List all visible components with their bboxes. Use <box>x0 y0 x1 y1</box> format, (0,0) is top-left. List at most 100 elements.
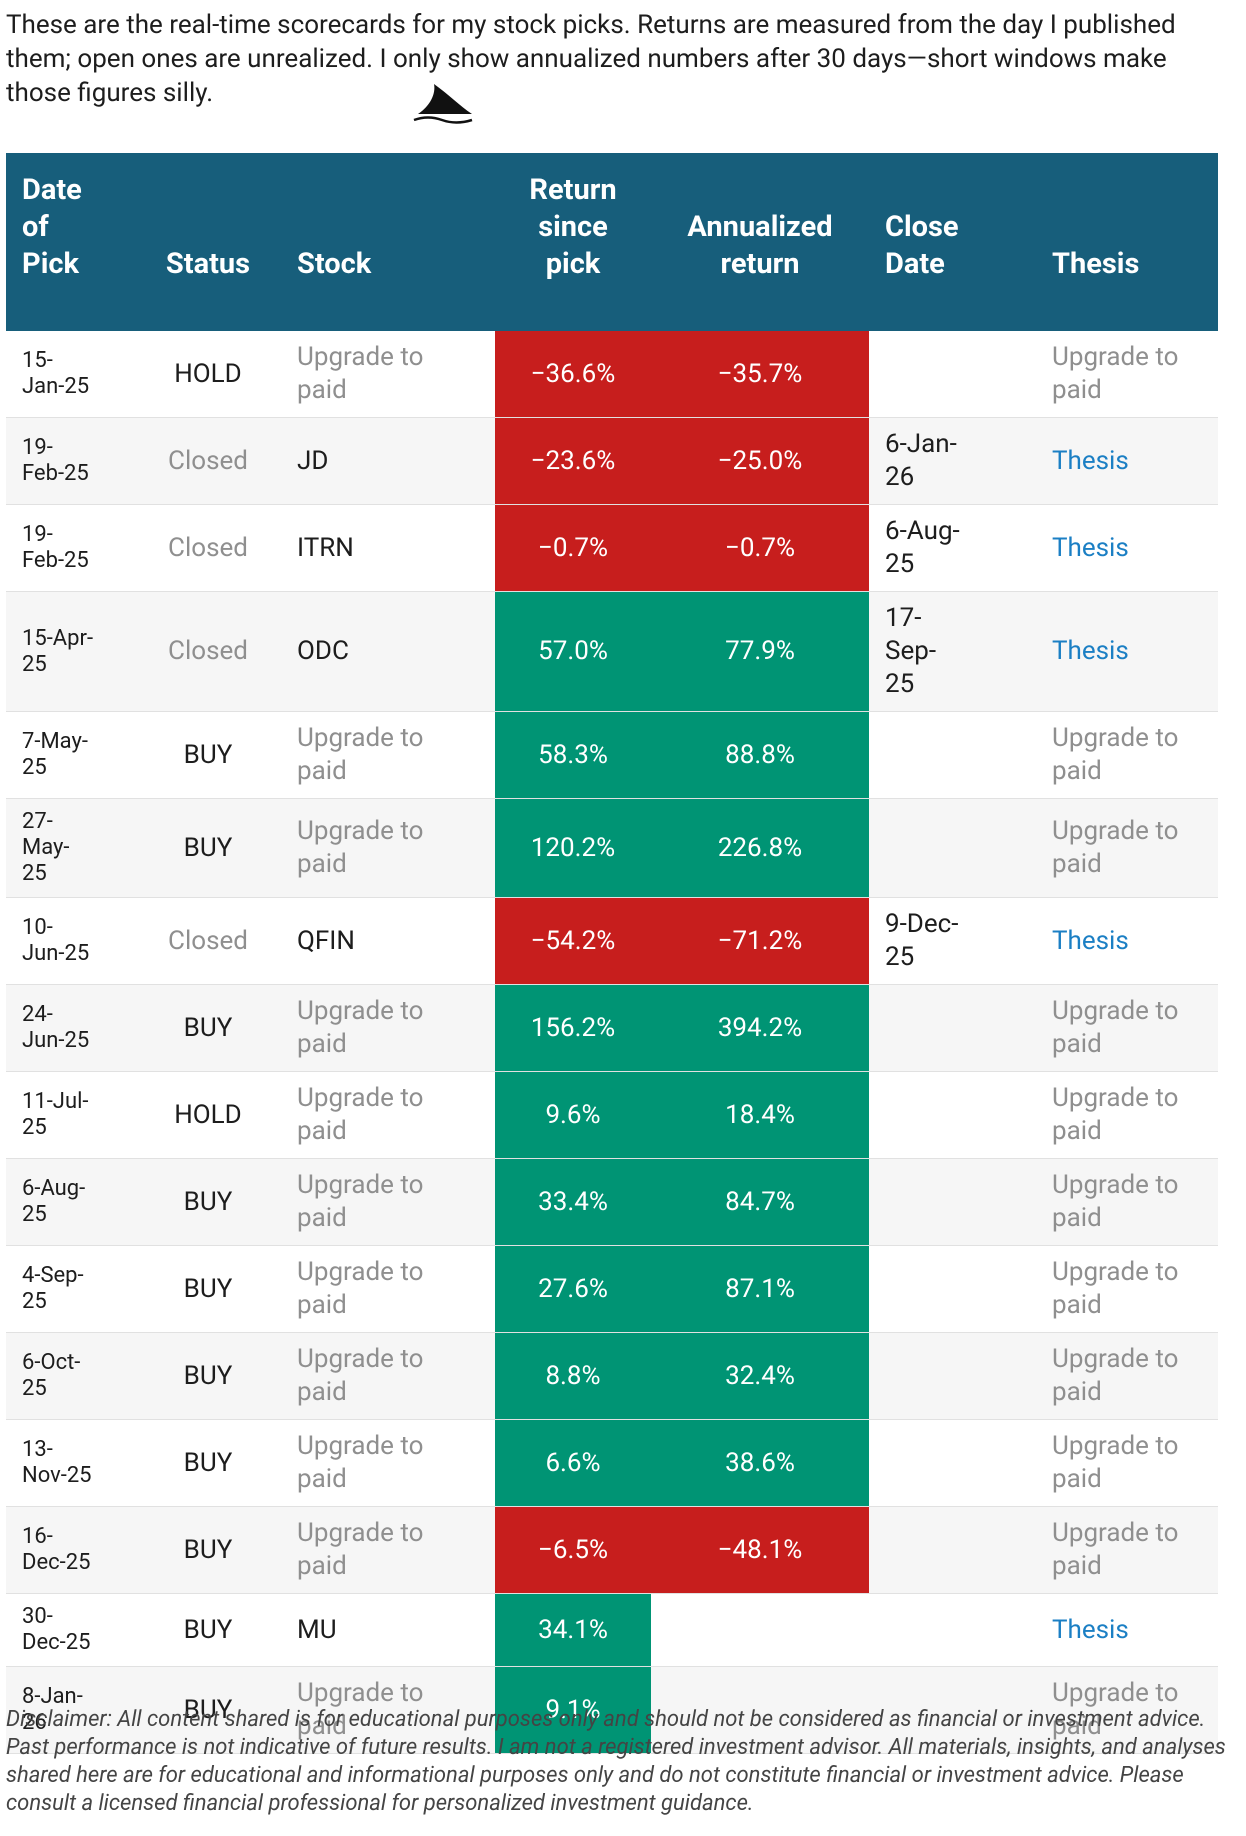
thesis-text[interactable]: Upgrade to paid <box>1052 723 1179 786</box>
stock-text[interactable]: Upgrade to paid <box>297 816 424 879</box>
stock-cell: Upgrade to paid <box>281 1666 495 1754</box>
close-cell <box>869 1666 1036 1754</box>
thesis-text[interactable]: Upgrade to paid <box>1052 1518 1179 1581</box>
stock-text[interactable]: Upgrade to paid <box>297 1257 424 1320</box>
stock-cell: ITRN <box>281 504 495 592</box>
header-text: of <box>22 210 49 244</box>
return-cell: 9.1% <box>495 1666 651 1754</box>
status-cell: BUY <box>135 1666 281 1754</box>
stock-cell: MU <box>281 1593 495 1667</box>
annualized-cell: 32.4% <box>651 1332 869 1420</box>
stock-text[interactable]: Upgrade to paid <box>297 996 424 1059</box>
close-text: 6-Jan-26 <box>885 429 957 492</box>
annualized-text: −25.0% <box>717 445 803 476</box>
return-text: 156.2% <box>530 1012 616 1043</box>
return-cell: 58.3% <box>495 711 651 799</box>
status-cell: BUY <box>135 1506 281 1594</box>
date-cell: 8-Jan-26 <box>6 1666 135 1754</box>
return-cell: 6.6% <box>495 1419 651 1507</box>
return-text: 8.8% <box>545 1360 601 1391</box>
stock-text[interactable]: Upgrade to paid <box>297 1344 424 1407</box>
thesis-cell: Thesis <box>1036 591 1218 712</box>
stock-text: ITRN <box>297 532 354 563</box>
thesis-cell: Upgrade to paid <box>1036 711 1218 799</box>
table-row: 7-May-25 BUY Upgrade to paid 58.3% 88.8% Upgr… <box>6 711 1218 799</box>
stock-text[interactable]: Upgrade to paid <box>297 1518 424 1581</box>
stock-text[interactable]: Upgrade to paid <box>297 1083 424 1146</box>
header-text: return <box>720 247 800 281</box>
stock-text[interactable]: Upgrade to paid <box>297 723 424 786</box>
thesis-text[interactable]: Upgrade to paid <box>1052 1083 1179 1146</box>
table-row: 4-Sep-25 BUY Upgrade to paid 27.6% 87.1% Upgr… <box>6 1245 1218 1333</box>
stock-cell: JD <box>281 417 495 505</box>
table-row: 8-Jan-26 BUY Upgrade to paid 9.1% Upgrade to… <box>6 1666 1218 1754</box>
status-cell: BUY <box>135 711 281 799</box>
status-cell: Closed <box>135 504 281 592</box>
header-text: since <box>538 210 608 244</box>
thesis-text[interactable]: Upgrade to paid <box>1052 1257 1179 1320</box>
thesis-cell: Upgrade to paid <box>1036 798 1218 898</box>
status-cell: HOLD <box>135 331 281 418</box>
status-text: HOLD <box>174 1099 242 1130</box>
return-text: 9.6% <box>545 1099 601 1130</box>
return-text: −0.7% <box>538 532 608 563</box>
return-text: −36.6% <box>530 358 616 389</box>
stock-text[interactable]: Upgrade to paid <box>297 342 424 405</box>
header-row: Date of Pick Status Stock Return since pick Annu… <box>6 153 1218 331</box>
stock-text[interactable]: Upgrade to paid <box>297 1431 424 1494</box>
stock-text: MU <box>297 1614 337 1645</box>
thesis-text[interactable]: Thesis <box>1052 1614 1129 1645</box>
thesis-text[interactable]: Upgrade to paid <box>1052 1431 1179 1494</box>
stock-cell: Upgrade to paid <box>281 711 495 799</box>
stock-cell: Upgrade to paid <box>281 1245 495 1333</box>
stock-text: QFIN <box>297 925 355 956</box>
thesis-text[interactable]: Upgrade to paid <box>1052 816 1179 879</box>
annualized-cell: −71.2% <box>651 897 869 985</box>
return-text: 57.0% <box>538 636 608 666</box>
annualized-cell: 87.1% <box>651 1245 869 1333</box>
return-text: −54.2% <box>530 925 616 956</box>
annualized-cell: 38.6% <box>651 1419 869 1507</box>
thesis-text[interactable]: Upgrade to paid <box>1052 1678 1179 1741</box>
date-cell: 27-May-25 <box>6 798 135 898</box>
thesis-text[interactable]: Upgrade to paid <box>1052 1344 1179 1407</box>
status-text: BUY <box>183 1273 233 1304</box>
return-text: 9.1% <box>545 1694 601 1725</box>
header-text: Date <box>22 173 82 207</box>
close-text: 9-Dec-25 <box>885 909 959 972</box>
thesis-text[interactable]: Thesis <box>1052 636 1129 666</box>
thesis-cell: Upgrade to paid <box>1036 331 1218 418</box>
header-text: Return <box>529 173 617 207</box>
thesis-text[interactable]: Upgrade to paid <box>1052 1170 1179 1233</box>
stock-text[interactable]: Upgrade to paid <box>297 1678 424 1741</box>
thesis-text[interactable]: Upgrade to paid <box>1052 996 1179 1059</box>
date-text: 6-Aug-25 <box>22 1176 86 1227</box>
date-text: 30-Dec-25 <box>22 1604 91 1655</box>
annualized-cell <box>651 1593 869 1667</box>
header-text: Stock <box>297 247 372 281</box>
date-cell: 13-Nov-25 <box>6 1419 135 1507</box>
thesis-text[interactable]: Thesis <box>1052 532 1129 563</box>
status-text: BUY <box>183 1360 233 1391</box>
date-cell: 19-Feb-25 <box>6 417 135 505</box>
stock-text[interactable]: Upgrade to paid <box>297 1170 424 1233</box>
thesis-cell: Upgrade to paid <box>1036 1245 1218 1333</box>
thesis-text[interactable]: Upgrade to paid <box>1052 342 1179 405</box>
table-row: 6-Oct-25 BUY Upgrade to paid 8.8% 32.4% Upgra… <box>6 1332 1218 1420</box>
date-text: 15-Apr-25 <box>22 625 94 677</box>
return-cell: 57.0% <box>495 591 651 712</box>
stock-cell: QFIN <box>281 897 495 985</box>
status-cell: BUY <box>135 1419 281 1507</box>
thesis-cell: Thesis <box>1036 504 1218 592</box>
stock-cell: Upgrade to paid <box>281 1506 495 1594</box>
header-text: Status <box>165 247 251 281</box>
table-row: 6-Aug-25 BUY Upgrade to paid 33.4% 84.7% Upgr… <box>6 1158 1218 1246</box>
annualized-text: 88.8% <box>725 739 795 770</box>
thesis-text[interactable]: Thesis <box>1052 445 1129 476</box>
thesis-text[interactable]: Thesis <box>1052 925 1129 956</box>
return-text: 58.3% <box>538 739 608 770</box>
status-cell: HOLD <box>135 1071 281 1159</box>
annualized-text: 18.4% <box>725 1099 795 1130</box>
close-cell <box>869 1593 1036 1667</box>
return-cell: 120.2% <box>495 798 651 898</box>
